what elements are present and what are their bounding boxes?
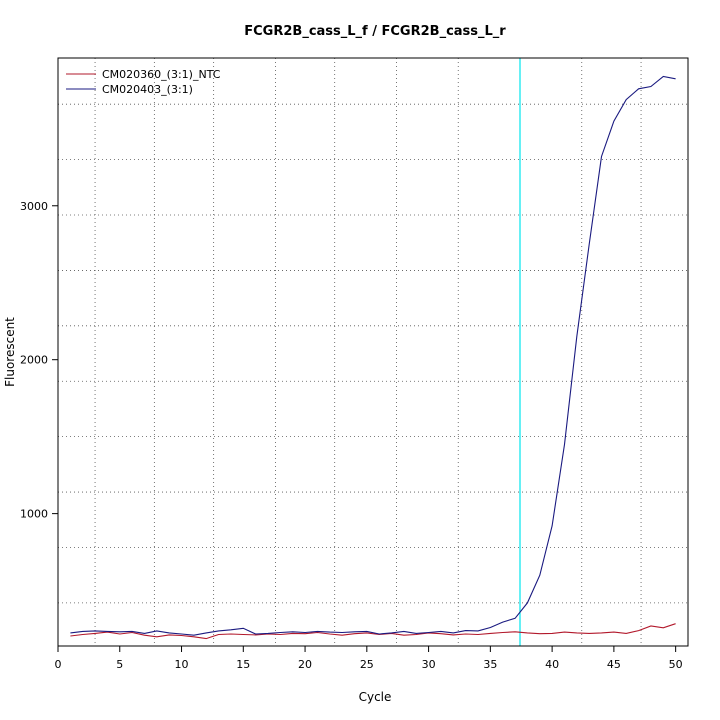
series-lines [70, 75, 676, 640]
series-line-1 [70, 623, 676, 640]
grid [58, 58, 688, 646]
x-tick-label: 45 [607, 658, 621, 671]
y-axis: 1000 2000 3000 [20, 200, 58, 521]
x-axis: 0 5 10 15 20 25 30 35 40 45 50 [55, 646, 683, 671]
chart-title: FCGR2B_cass_L_f / FCGR2B_cass_L_r [244, 24, 506, 39]
series-line-2 [70, 75, 676, 636]
x-tick-label: 30 [422, 658, 436, 671]
legend: CM020360_(3:1)_NTC CM020403_(3:1) [66, 68, 221, 96]
x-tick-label: 5 [116, 658, 123, 671]
y-tick-label: 1000 [20, 508, 48, 521]
x-axis-label: Cycle [359, 690, 392, 704]
plot-frame [57, 57, 689, 647]
x-tick-label: 15 [236, 658, 250, 671]
y-tick-label: 2000 [20, 354, 48, 367]
x-tick-label: 40 [545, 658, 559, 671]
legend-label-1: CM020360_(3:1)_NTC [102, 68, 221, 81]
x-tick-label: 0 [55, 658, 62, 671]
y-tick-label: 3000 [20, 200, 48, 213]
x-tick-label: 10 [175, 658, 189, 671]
legend-label-2: CM020403_(3:1) [102, 83, 193, 96]
x-tick-label: 50 [669, 658, 683, 671]
y-axis-label: Fluorescent [3, 317, 17, 387]
x-tick-label: 35 [483, 658, 497, 671]
x-tick-label: 25 [360, 658, 374, 671]
x-tick-label: 20 [298, 658, 312, 671]
